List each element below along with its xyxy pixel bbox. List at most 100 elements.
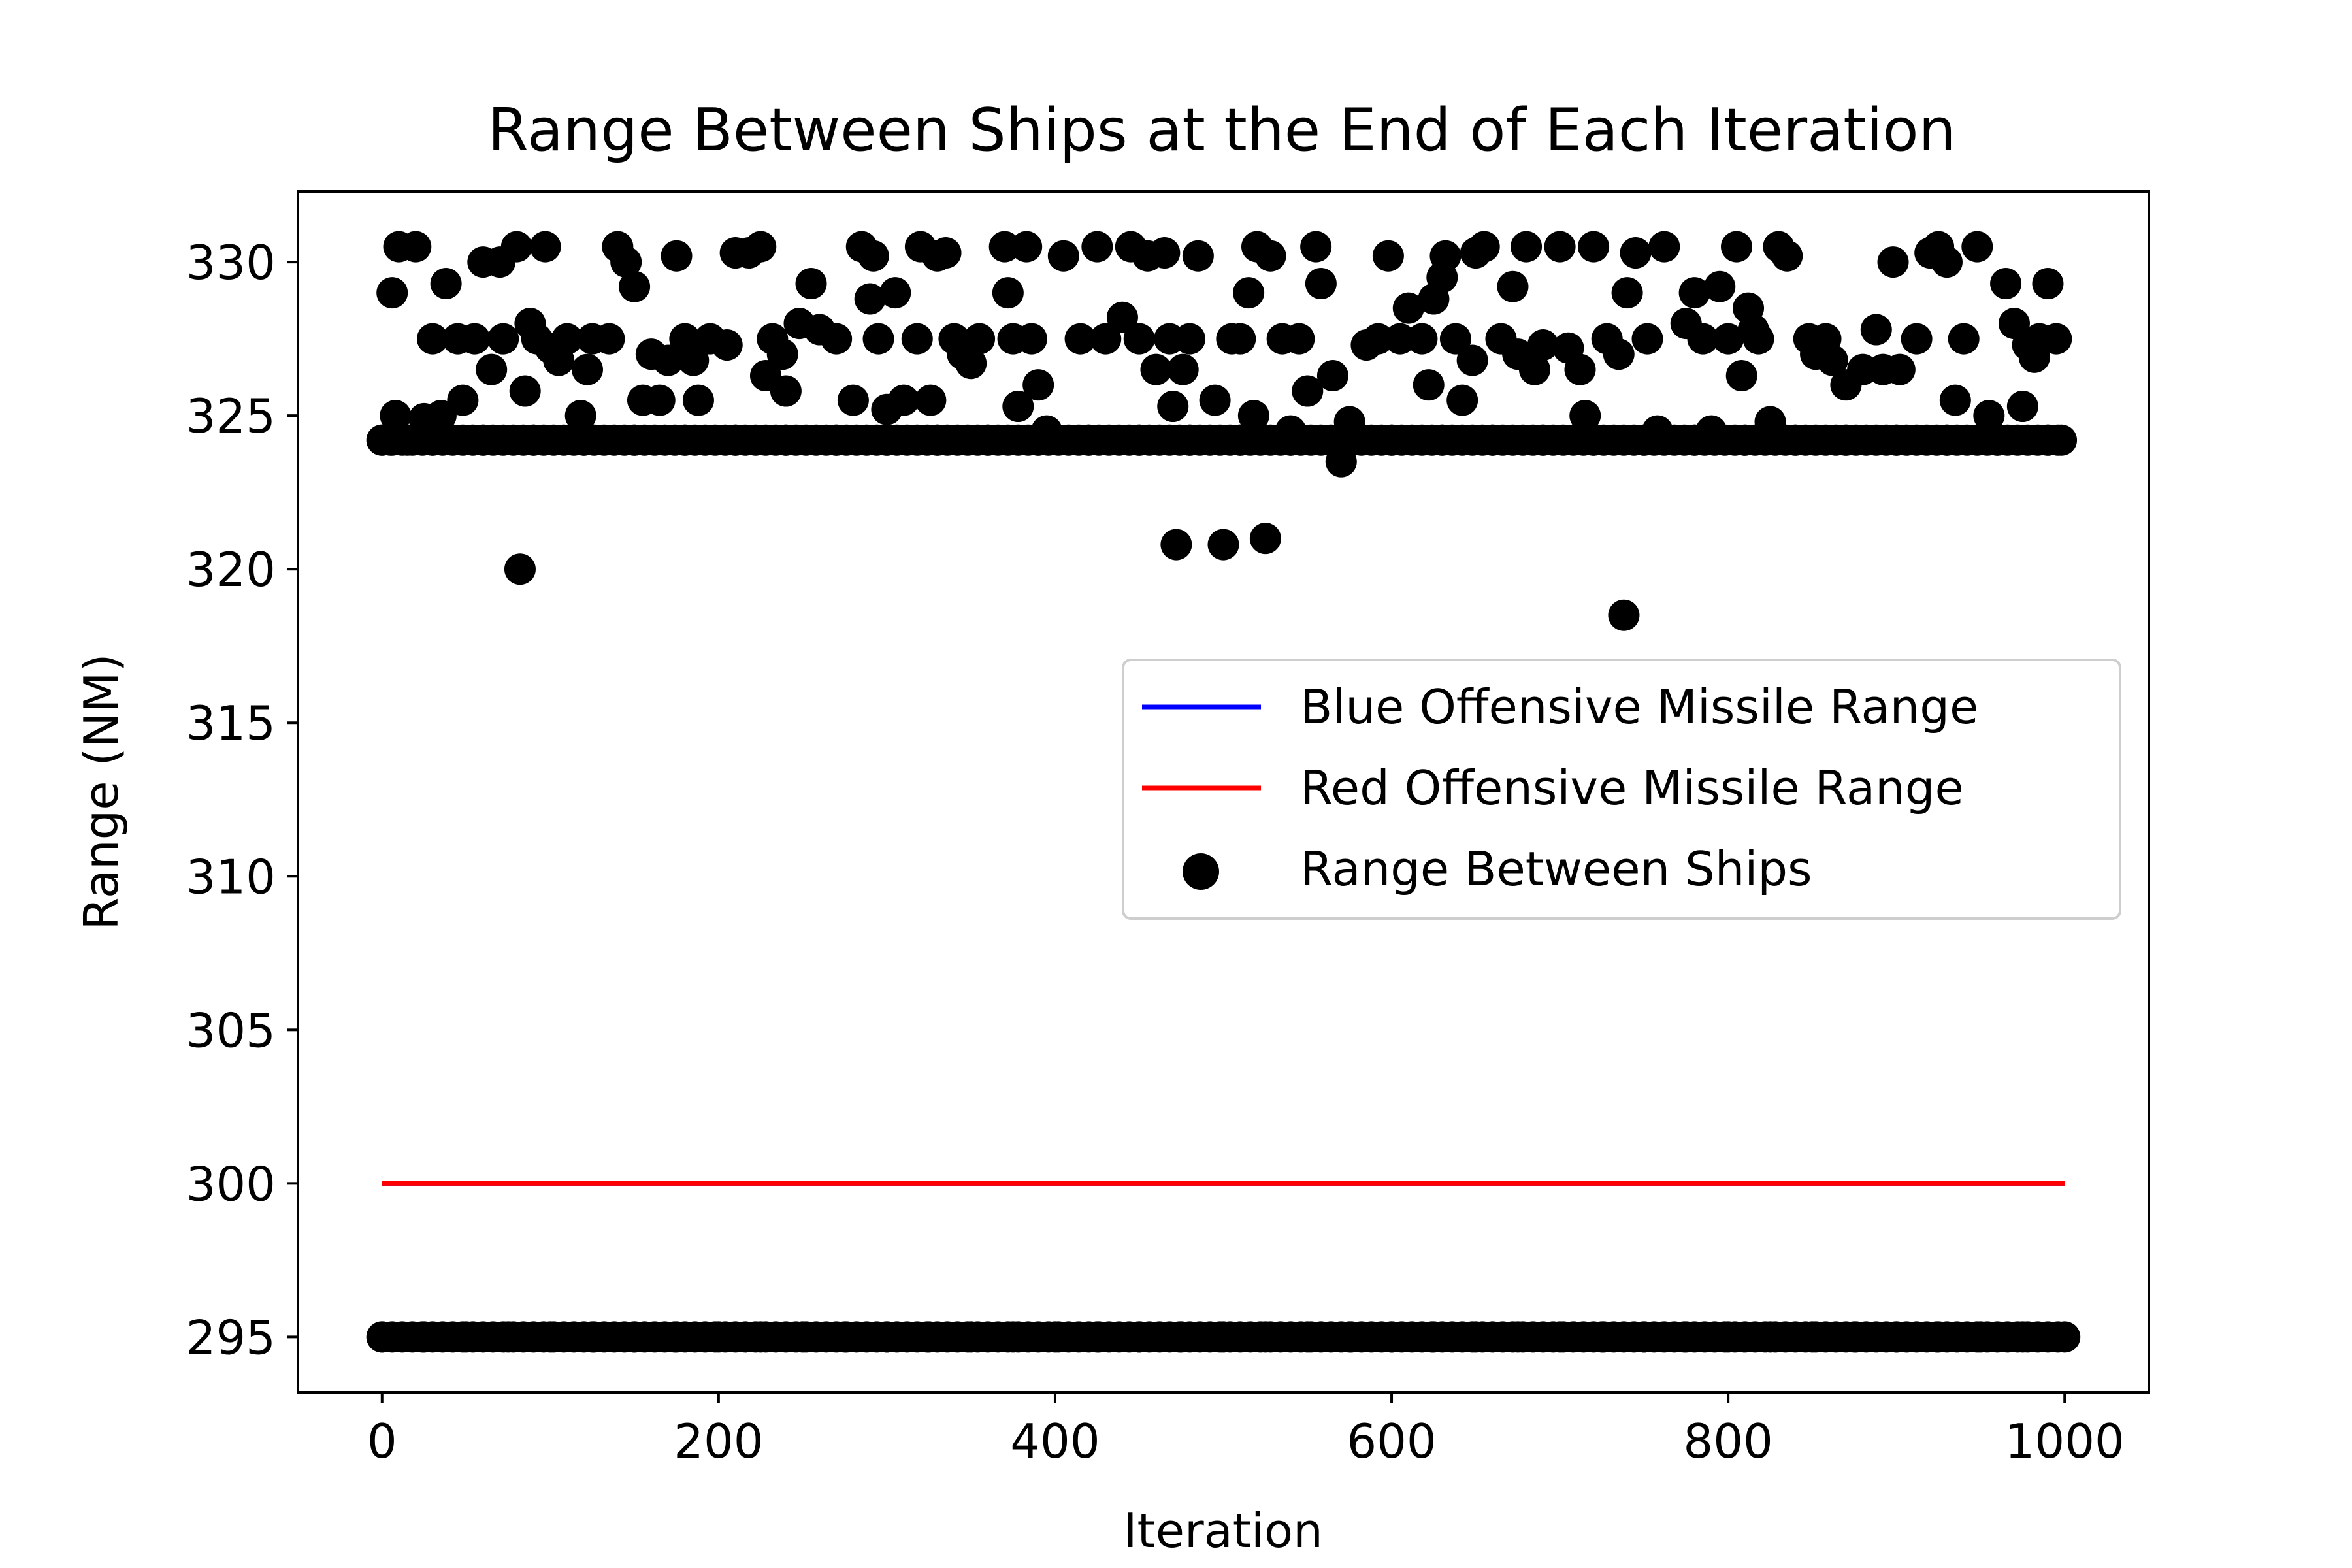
scatter-point [862,323,894,355]
x-tick-label: 1000 [2005,1414,2125,1469]
scatter-point [487,323,519,355]
scatter-point [711,329,743,361]
scatter-point [1931,246,1963,278]
scatter-point [1254,240,1286,272]
scatter-point [1648,231,1680,263]
scatter-point [593,323,625,355]
x-axis-label: Iteration [1123,1503,1322,1558]
scatter-point [1860,314,1892,346]
scatter-point [1721,231,1753,263]
scatter-point [425,400,457,432]
legend-swatch-points [1183,853,1219,890]
scatter-point [1439,323,1471,355]
scatter-point [476,353,508,385]
y-tick-label: 305 [186,1003,276,1058]
scatter-point [610,246,642,278]
scatter-point [1224,323,1256,355]
scatter-point [1901,323,1933,355]
scatter-point [1362,323,1394,355]
scatter-point [770,375,802,407]
scatter-point [1816,344,1848,376]
scatter-point [1446,384,1478,416]
scatter-point [1544,231,1576,263]
scatter-point [1140,353,1172,385]
scatter-point [795,268,827,300]
scatter-point [1123,323,1155,355]
scatter-point [1518,353,1550,385]
scatter-point [1973,400,2005,432]
scatter-point [992,277,1024,309]
scatter-point [1199,384,1231,416]
scatter-point [644,384,676,416]
scatter-point [854,283,886,315]
y-axis-ticks: 295 300 305 310 315 320 325 330 [186,235,298,1365]
scatter-point [1771,240,1803,272]
scatter-point [509,375,541,407]
scatter-point [1948,323,1980,355]
scatter-point [1687,323,1719,355]
scatter-point [571,353,603,385]
legend-label-points: Range Between Ships [1300,841,1812,896]
scatter-point [1704,270,1736,302]
scatter-point [447,384,479,416]
scatter-point [1305,268,1337,300]
scatter-point [745,231,777,263]
scatter-point [1160,529,1192,561]
y-tick-label: 300 [186,1156,276,1211]
scatter-point [1283,323,1315,355]
scatter-point [417,323,449,355]
scatter-point [1316,360,1348,392]
scatter-point [430,268,462,300]
scatter-point [1578,231,1610,263]
scatter-point [1877,246,1909,278]
scatter-point [1608,599,1640,631]
scatter-point [2040,323,2072,355]
scatter-point [821,323,853,355]
scatter-point [837,384,869,416]
y-tick-label: 320 [186,542,276,597]
scatter-point [459,323,491,355]
scatter-point [1182,240,1214,272]
scatter-point [1742,323,1774,355]
scatter-point [564,400,596,432]
scatter-point [1002,391,1034,423]
scatter-point [2006,391,2038,423]
scatter-point [1939,384,1971,416]
x-tick-label: 200 [674,1414,763,1469]
series-points [366,231,2081,1353]
scatter-point [1603,338,1635,370]
scatter-point [1233,277,1265,309]
scatter-point [1884,353,1916,385]
scatter-point [879,277,911,309]
scatter-point [1527,329,1559,361]
x-tick-label: 600 [1347,1414,1436,1469]
scatter-point [1300,231,1332,263]
scatter-point [1106,301,1138,333]
scatter-point [1384,323,1416,355]
scatter-point [1090,323,1122,355]
x-tick-label: 400 [1010,1414,1100,1469]
legend: Blue Offensive Missile Range Red Offensi… [1122,659,2121,920]
scatter-point [766,338,798,370]
y-tick-label: 330 [186,235,276,290]
scatter-point [1990,268,2022,300]
legend-box [1122,659,2121,920]
scatter-point [1429,240,1462,272]
legend-label-red: Red Offensive Missile Range [1300,760,1964,815]
chart-title: Range Between Ships at the End of Each I… [487,96,1955,165]
scatter-point [1413,369,1445,401]
scatter-point [1511,231,1543,263]
y-tick-label: 315 [186,696,276,751]
scatter-point [380,400,412,432]
scatter-point [1678,277,1710,309]
scatter-point [1173,323,1205,355]
scatter-point [1725,360,1757,392]
scatter-point [1237,400,1269,432]
y-axis-label: Range (NM) [74,653,129,930]
scatter-point [376,277,408,309]
scatter-point [1468,231,1500,263]
scatter-point [1631,323,1663,355]
scatter-point [955,348,987,380]
scatter-point [988,231,1021,263]
scatter-point [1015,323,1047,355]
